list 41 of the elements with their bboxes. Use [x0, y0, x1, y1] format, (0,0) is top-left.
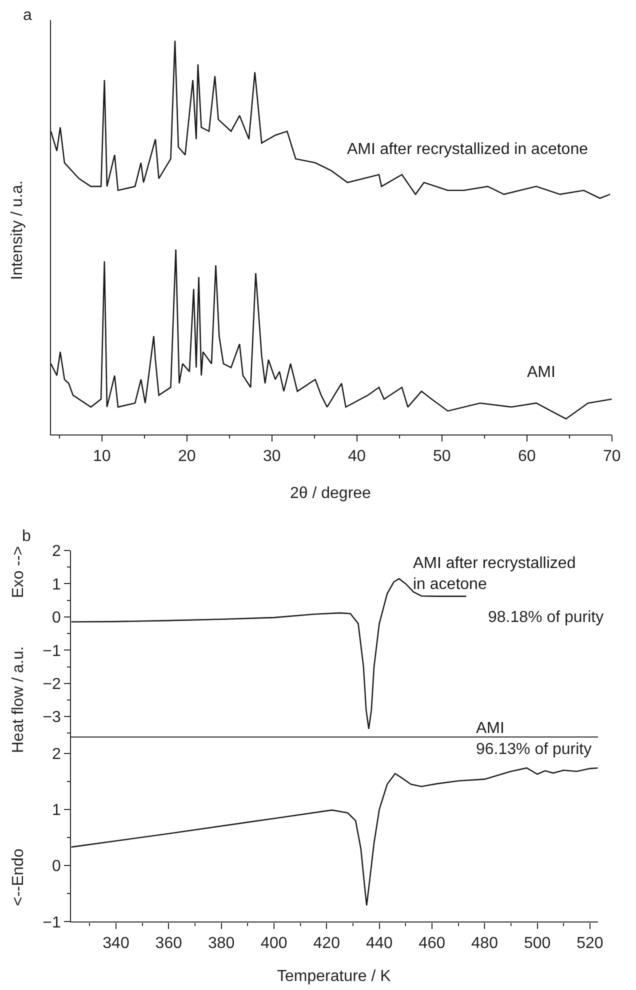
x-tick-label: 380 — [208, 934, 235, 952]
x-tick-label: 340 — [102, 934, 130, 952]
y-tick-label: 0 — [52, 610, 62, 627]
x-tick-label: 460 — [418, 934, 446, 952]
x-tick-label: 10 — [92, 448, 111, 465]
text: Exo --> — [10, 546, 27, 598]
annotation: 98.18% of purity — [488, 609, 604, 626]
y-tick-label: 2 — [52, 543, 62, 560]
x-axis-title: Temperature / K — [277, 968, 392, 985]
x-tick-label: 420 — [313, 934, 340, 952]
x-tick-label: 60 — [518, 448, 536, 465]
y-axis-title: Heat flow / a.u. — [10, 646, 27, 753]
y-tick-label: 0 — [52, 858, 62, 876]
y-tick-label: −1 — [42, 642, 62, 660]
x-tick-label: 30 — [262, 448, 281, 465]
series-label: AMI — [527, 364, 556, 381]
x-tick-label: 50 — [432, 448, 451, 465]
x-axis-title: 2θ / degree — [290, 485, 372, 502]
x-tick-label: 500 — [524, 934, 551, 952]
x-tick-label: 440 — [366, 934, 393, 952]
x-tick-label: 480 — [471, 934, 498, 952]
y-tick-label: −3 — [42, 709, 62, 726]
text: <--Endo — [10, 848, 27, 906]
x-tick-label: 20 — [178, 448, 196, 465]
x-tick-label: 400 — [260, 934, 288, 952]
y-tick-label: −1 — [42, 914, 62, 932]
y-tick-label: 1 — [52, 802, 62, 820]
x-tick-label: 70 — [602, 448, 621, 465]
series-label: AMI after recrystallized in acetone — [347, 141, 588, 158]
y-tick-label: 1 — [52, 576, 62, 594]
chart-title: a — [23, 7, 32, 24]
text: AMI — [476, 720, 504, 737]
annotation: 96.13% of purity — [476, 741, 592, 758]
x-tick-label: 40 — [348, 448, 366, 465]
y-tick-label: −2 — [42, 676, 62, 693]
y-tick-label: 2 — [52, 746, 62, 763]
series-label: AMI after recrystallized in acetone — [413, 555, 576, 593]
x-tick-label: 360 — [155, 934, 182, 952]
x-tick-label: 520 — [576, 934, 604, 952]
y-axis-title: Intensity / u.a. — [9, 180, 26, 280]
chart-title: b — [22, 528, 31, 545]
